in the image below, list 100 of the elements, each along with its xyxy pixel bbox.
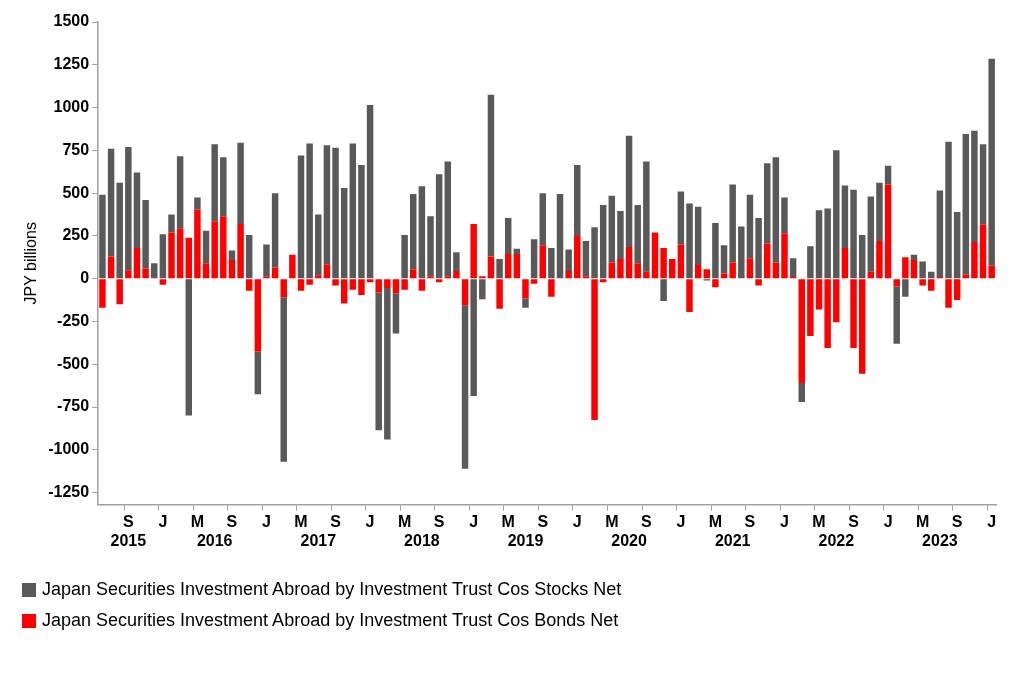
bar (694, 206, 702, 266)
x-tick-label: 2018 (404, 531, 440, 549)
bar (280, 297, 287, 462)
bar (945, 279, 952, 308)
bar (660, 279, 667, 301)
x-tick-label: J (262, 512, 271, 530)
bar (833, 279, 840, 323)
bar (962, 134, 970, 275)
bar (893, 286, 900, 344)
bar (807, 279, 814, 337)
bar (211, 144, 218, 222)
bar (867, 196, 875, 272)
bar (384, 288, 391, 440)
bar (591, 227, 598, 279)
bar (461, 305, 469, 469)
bar (729, 184, 736, 263)
bar (358, 279, 365, 295)
x-tick-label: J (987, 512, 997, 530)
bar (781, 233, 788, 279)
x-tick-label: 2022 (818, 531, 855, 549)
bar (539, 193, 546, 246)
bar (884, 165, 892, 185)
y-tick-label: -1250 (48, 483, 90, 501)
bar (375, 279, 382, 293)
bar (340, 188, 348, 279)
bar (444, 161, 452, 277)
bar (919, 261, 926, 279)
bar (763, 243, 771, 279)
bar (435, 174, 443, 279)
bar (548, 247, 555, 279)
bar (720, 245, 728, 274)
bar (686, 203, 693, 279)
bar (513, 248, 521, 254)
bar (712, 279, 719, 288)
x-tick-label: 2016 (196, 531, 233, 549)
bar (435, 279, 443, 283)
bar (470, 279, 477, 396)
y-axis-title: JPY billions (22, 222, 40, 305)
bar (479, 276, 486, 279)
x-tick-label: S (951, 512, 963, 530)
bar (902, 257, 909, 279)
bar (910, 254, 918, 260)
bar (340, 279, 348, 304)
bar (125, 146, 132, 271)
bar (280, 279, 287, 298)
bar (936, 190, 944, 277)
bar (323, 145, 331, 265)
bar (185, 237, 193, 279)
bar (608, 195, 616, 263)
bar (168, 232, 175, 279)
x-tick-label: M (501, 512, 515, 530)
bar (228, 259, 236, 279)
bar (349, 143, 357, 279)
x-tick-label: 2019 (507, 531, 544, 549)
bar (271, 193, 279, 268)
bar (323, 264, 331, 279)
bar (504, 253, 512, 279)
x-tick-label: J (158, 512, 168, 530)
bar (392, 279, 400, 294)
bar (151, 263, 158, 279)
bar (850, 189, 857, 279)
bar (410, 269, 417, 279)
bar (591, 279, 598, 420)
bar (185, 279, 193, 416)
bar (884, 184, 892, 279)
bar (366, 279, 374, 283)
x-tick-label: 2023 (922, 531, 958, 549)
bar (893, 279, 900, 287)
bar (470, 223, 477, 279)
bar (634, 205, 641, 264)
bar (902, 279, 909, 297)
bar (789, 258, 797, 277)
bar (116, 279, 123, 305)
bar (142, 199, 149, 269)
bar (254, 351, 262, 395)
bar (513, 253, 521, 279)
x-tick-label: M (294, 512, 308, 530)
bar (574, 164, 581, 236)
bar (910, 259, 918, 279)
bar (565, 271, 572, 279)
bar (297, 155, 305, 279)
bar (522, 298, 529, 308)
bar (496, 259, 503, 279)
bar (306, 143, 313, 279)
bar (712, 223, 719, 279)
x-tick-label: S (433, 512, 445, 530)
bar (669, 259, 676, 279)
bar (245, 279, 253, 291)
bar (539, 245, 546, 279)
bar (159, 234, 167, 279)
y-tick-label: 250 (62, 226, 90, 244)
bar (833, 150, 840, 279)
bar (125, 270, 132, 279)
bar (487, 94, 495, 257)
bar (358, 164, 365, 279)
bar (945, 141, 952, 279)
bar (772, 157, 780, 263)
bar (979, 224, 987, 279)
bar (798, 279, 805, 384)
bar (876, 241, 883, 279)
